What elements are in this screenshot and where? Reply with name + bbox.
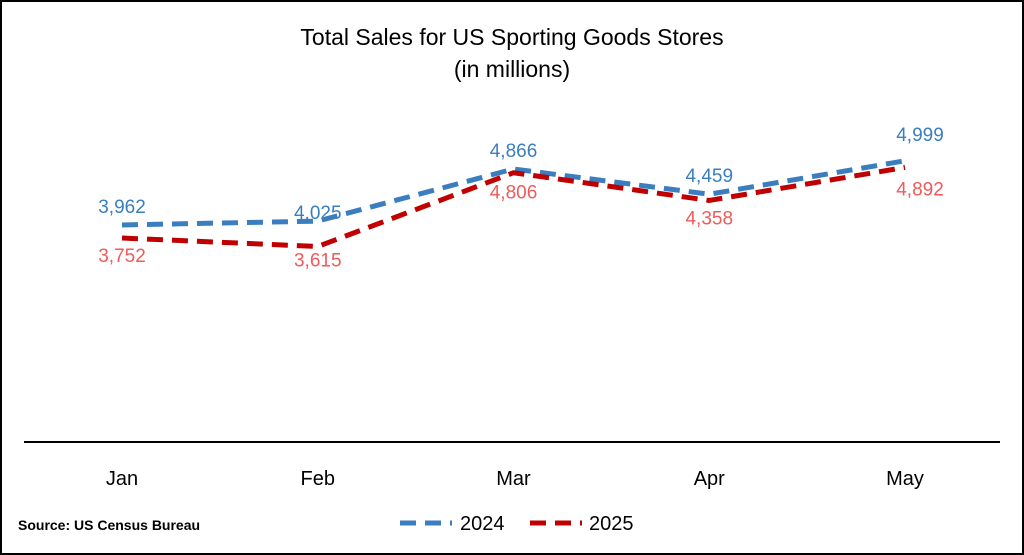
- x-tick-label-feb: Feb: [301, 468, 335, 490]
- legend-label-2024: 2024: [460, 513, 505, 535]
- legend: 2024 2025: [400, 513, 634, 535]
- legend-item-2025: 2025: [530, 513, 634, 535]
- data-label-2024-feb: 4,025: [294, 203, 342, 224]
- data-label-2024-mar: 4,866: [490, 141, 538, 162]
- legend-label-2025: 2025: [589, 513, 634, 535]
- data-label-2025-may: 4,892: [896, 179, 944, 200]
- data-label-2024-apr: 4,459: [685, 166, 733, 187]
- data-label-2025-mar: 4,806: [490, 183, 538, 204]
- x-tick-label-jan: Jan: [106, 468, 138, 490]
- series-layer: [121, 158, 906, 249]
- data-label-2024-jan: 3,962: [98, 197, 146, 218]
- source-note: Source: US Census Bureau: [18, 517, 200, 533]
- x-tick-label-may: May: [886, 468, 924, 490]
- data-labels-layer: 3,962 4,025 4,866 4,459 4,999 3,752 3,615 4,806…: [98, 125, 944, 272]
- series-line-2024: [121, 158, 906, 228]
- x-tick-label-mar: Mar: [496, 468, 531, 490]
- series-line-2025: [121, 164, 906, 249]
- chart-subtitle: (in millions): [454, 56, 570, 82]
- data-label-2025-feb: 3,615: [294, 250, 342, 271]
- x-tick-label-apr: Apr: [694, 468, 725, 490]
- chart-title: Total Sales for US Sporting Goods Stores: [300, 24, 723, 50]
- legend-item-2024: 2024: [400, 513, 505, 535]
- x-tick-labels: Jan Feb Mar Apr May: [106, 468, 924, 490]
- data-label-2025-jan: 3,752: [98, 246, 146, 267]
- data-label-2025-apr: 4,358: [685, 208, 733, 229]
- data-label-2024-may: 4,999: [896, 125, 944, 146]
